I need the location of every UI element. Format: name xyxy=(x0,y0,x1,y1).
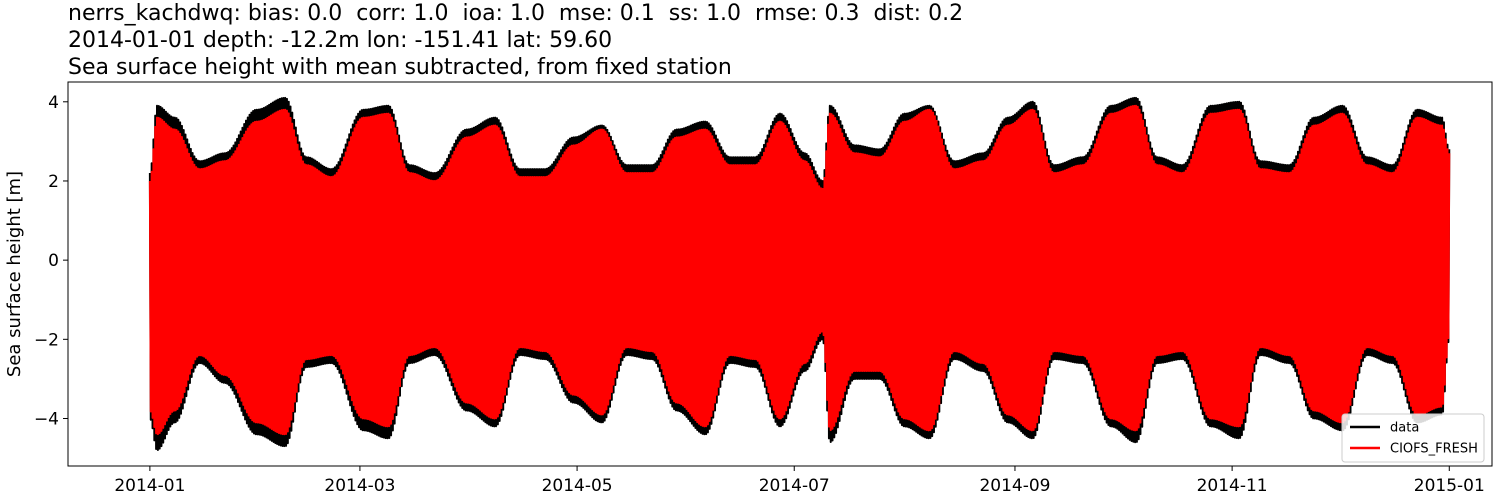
title-station-info: 2014-01-01 depth: -12.2m lon: -151.41 la… xyxy=(68,28,613,53)
x-tick-label: 2014-07 xyxy=(759,476,830,496)
axes-frame xyxy=(67,81,1493,467)
chart-title: nerrs_kachdwq: bias: 0.0 corr: 1.0 ioa: … xyxy=(68,0,963,81)
y-tick-label: −4 xyxy=(34,409,59,429)
y-axis: −4 −2 0 2 4 xyxy=(34,93,68,429)
y-axis-label: Sea surface height [m] xyxy=(4,171,25,377)
x-tick-label: 2014-03 xyxy=(324,476,395,496)
legend: data CIOFS_FRESH xyxy=(1341,413,1485,463)
x-tick-label: 2014-09 xyxy=(979,476,1050,496)
title-description: Sea surface height with mean subtracted,… xyxy=(68,55,732,80)
series-line-CIOFS_FRESH xyxy=(148,104,1451,436)
y-tick-label: 2 xyxy=(48,172,59,192)
x-tick-label: 2015-01 xyxy=(1414,476,1485,496)
legend-label-data: data xyxy=(1390,421,1419,436)
legend-label-CIOFS_FRESH: CIOFS_FRESH xyxy=(1390,442,1478,457)
title-metrics: nerrs_kachdwq: bias: 0.0 corr: 1.0 ioa: … xyxy=(68,1,964,26)
x-tick-label: 2014-01 xyxy=(114,476,185,496)
y-tick-label: −2 xyxy=(34,330,59,350)
y-tick-label: 4 xyxy=(48,93,59,113)
x-tick-label: 2014-11 xyxy=(1197,476,1268,496)
y-tick-label: 0 xyxy=(48,251,59,271)
x-tick-label: 2014-05 xyxy=(542,476,613,496)
x-axis: 2014-01 2014-03 2014-05 2014-07 2014-09 2014-… xyxy=(114,466,1485,496)
series-layer xyxy=(148,96,1451,451)
